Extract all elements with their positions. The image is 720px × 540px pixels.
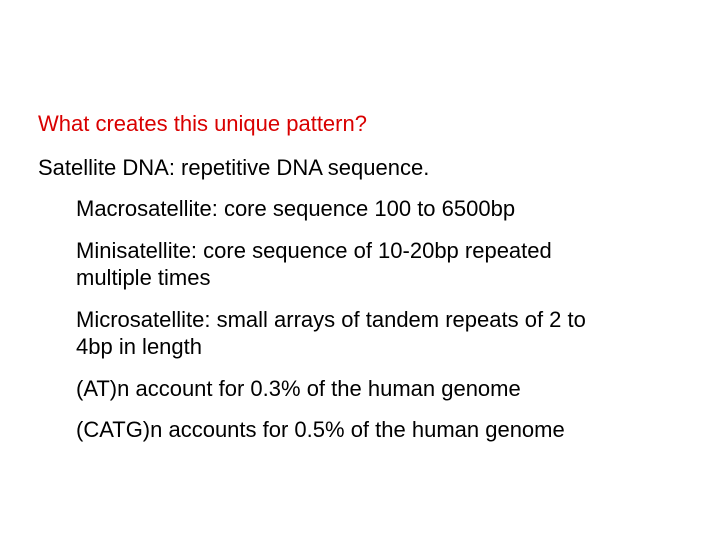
slide: What creates this unique pattern? Satell… — [0, 0, 720, 540]
bullet-catg-repeat: (CATG)n accounts for 0.5% of the human g… — [38, 416, 596, 444]
bullet-macrosatellite: Macrosatellite: core sequence 100 to 650… — [38, 195, 596, 223]
bullet-microsatellite: Microsatellite: small arrays of tandem r… — [38, 306, 596, 361]
bullet-minisatellite: Minisatellite: core sequence of 10-20bp … — [38, 237, 596, 292]
bullet-at-repeat: (AT)n account for 0.3% of the human geno… — [38, 375, 596, 403]
slide-intro: Satellite DNA: repetitive DNA sequence. — [38, 154, 660, 182]
slide-heading: What creates this unique pattern? — [38, 110, 660, 138]
